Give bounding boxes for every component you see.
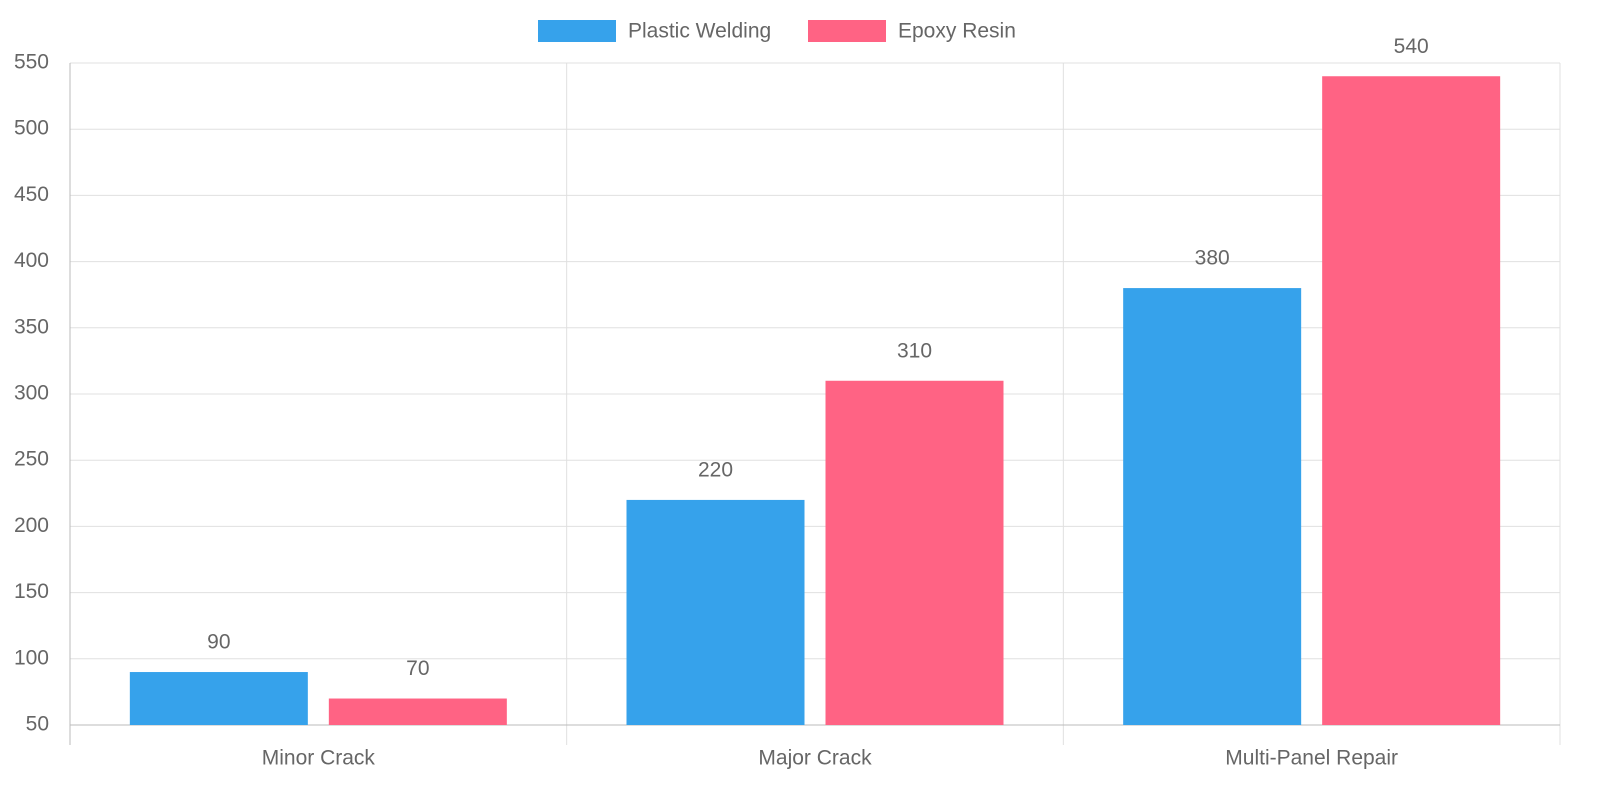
legend-label: Plastic Welding: [628, 20, 771, 43]
bar: [1322, 76, 1501, 726]
legend-swatch: [808, 20, 886, 42]
y-tick-label: 450: [14, 183, 49, 206]
y-tick-label: 350: [14, 315, 49, 338]
legend-label: Epoxy Resin: [898, 20, 1016, 43]
legend-swatch: [538, 20, 616, 42]
y-tick-label: 500: [14, 117, 49, 140]
data-label: 540: [1394, 35, 1429, 58]
y-tick-label: 550: [14, 51, 49, 74]
bar: [626, 499, 805, 725]
bar: [1123, 288, 1302, 725]
y-tick-label: 200: [14, 514, 49, 537]
bar: [129, 672, 308, 725]
data-label: 380: [1195, 247, 1230, 270]
bar: [825, 380, 1004, 725]
x-tick-label: Major Crack: [758, 747, 872, 770]
data-label: 90: [207, 631, 230, 654]
y-tick-label: 50: [26, 713, 49, 736]
data-label: 310: [897, 339, 932, 362]
y-tick-label: 100: [14, 646, 49, 669]
bar: [328, 698, 507, 725]
y-tick-label: 300: [14, 382, 49, 405]
x-tick-label: Multi-Panel Repair: [1225, 747, 1398, 770]
data-label: 220: [698, 458, 733, 481]
y-tick-label: 250: [14, 448, 49, 471]
y-tick-label: 150: [14, 580, 49, 603]
data-label: 70: [406, 657, 429, 680]
y-tick-label: 400: [14, 249, 49, 272]
x-tick-label: Minor Crack: [262, 747, 376, 770]
